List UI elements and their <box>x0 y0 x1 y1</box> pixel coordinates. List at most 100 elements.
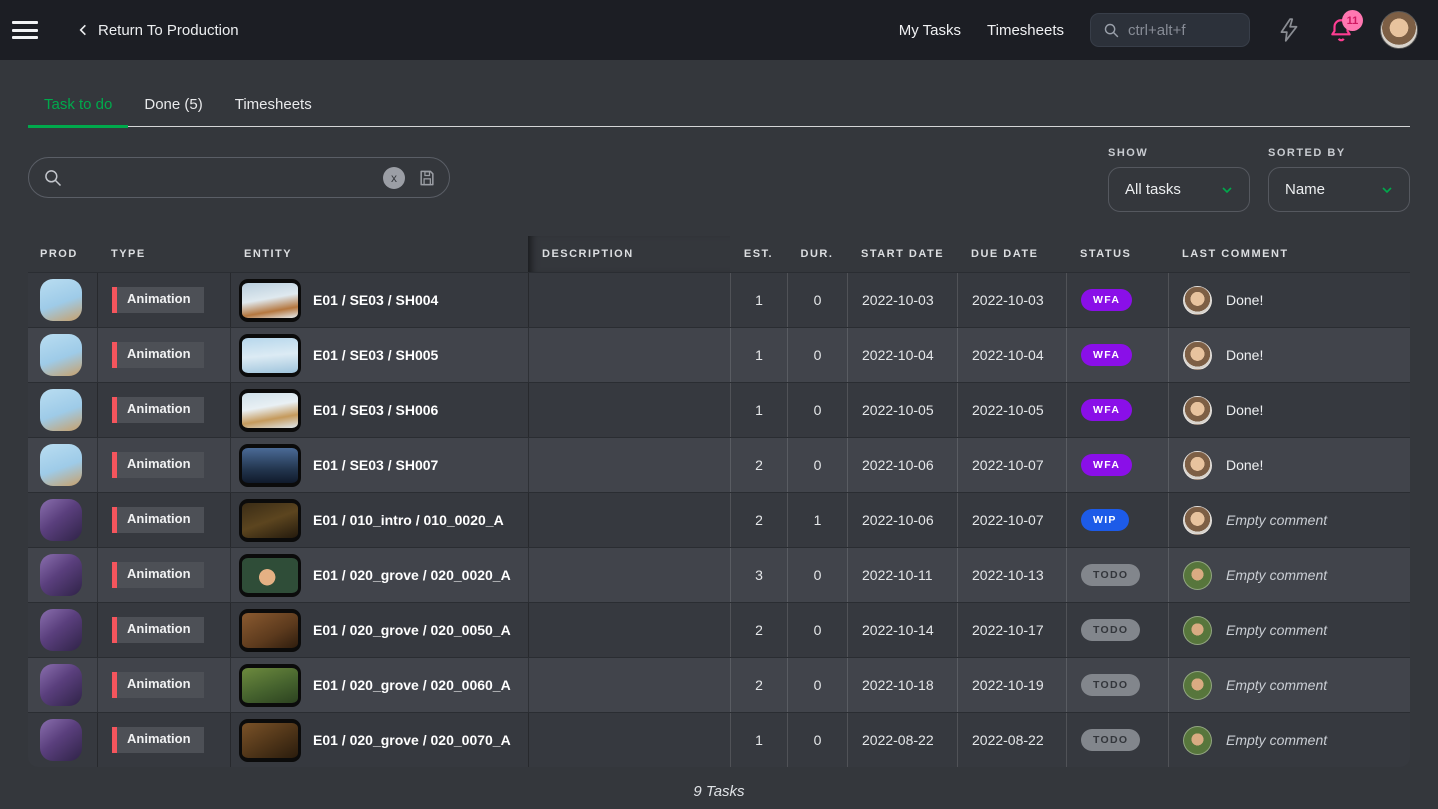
table-row[interactable]: Animation E01 / SE03 / SH007 2 0 2022-10… <box>28 437 1410 492</box>
entity-cell[interactable]: E01 / SE03 / SH007 <box>230 438 528 492</box>
estimation-cell: 1 <box>730 273 787 327</box>
status-badge: WFA <box>1081 344 1132 366</box>
hamburger-menu-icon[interactable] <box>12 21 38 39</box>
last-comment-cell[interactable]: Done! <box>1168 438 1410 492</box>
start-date-cell: 2022-10-04 <box>847 328 957 382</box>
last-comment-cell[interactable]: Done! <box>1168 328 1410 382</box>
tab-task-to-do[interactable]: Task to do <box>28 86 128 126</box>
quick-actions-button[interactable] <box>1276 17 1302 43</box>
last-comment-cell[interactable]: Empty comment <box>1168 493 1410 547</box>
entity-cell[interactable]: E01 / SE03 / SH004 <box>230 273 528 327</box>
entity-cell[interactable]: E01 / 020_grove / 020_0070_A <box>230 713 528 767</box>
description-cell <box>528 713 730 767</box>
estimation-cell: 1 <box>730 328 787 382</box>
entity-name[interactable]: E01 / SE03 / SH007 <box>313 457 438 473</box>
column-header-last-comment: LAST COMMENT <box>1168 248 1410 260</box>
status-badge: TODO <box>1081 564 1140 586</box>
column-header-due-date: DUE DATE <box>957 248 1066 260</box>
last-comment-cell[interactable]: Empty comment <box>1168 548 1410 602</box>
search-icon <box>1103 22 1120 39</box>
task-type-badge: Animation <box>112 342 204 368</box>
last-comment-cell[interactable]: Empty comment <box>1168 603 1410 657</box>
duration-cell: 0 <box>787 713 847 767</box>
entity-name[interactable]: E01 / 020_grove / 020_0050_A <box>313 622 511 638</box>
production-cell <box>28 273 97 327</box>
last-comment-cell[interactable]: Done! <box>1168 383 1410 437</box>
task-type-cell: Animation <box>97 603 230 657</box>
production-cell <box>28 383 97 437</box>
global-search-box[interactable] <box>1090 13 1250 47</box>
last-comment-cell[interactable]: Done! <box>1168 273 1410 327</box>
entity-cell[interactable]: E01 / 020_grove / 020_0050_A <box>230 603 528 657</box>
commenter-avatar <box>1183 726 1212 755</box>
sorted-by-select[interactable]: Name <box>1268 167 1410 212</box>
entity-cell[interactable]: E01 / 020_grove / 020_0020_A <box>230 548 528 602</box>
entity-cell[interactable]: E01 / SE03 / SH005 <box>230 328 528 382</box>
entity-cell[interactable]: E01 / SE03 / SH006 <box>230 383 528 437</box>
description-cell <box>528 328 730 382</box>
description-cell <box>528 548 730 602</box>
last-comment-cell[interactable]: Empty comment <box>1168 658 1410 712</box>
entity-thumbnail <box>239 334 301 377</box>
column-header-prod: PROD <box>28 248 97 260</box>
production-thumbnail <box>40 554 82 596</box>
due-date-cell: 2022-08-22 <box>957 713 1066 767</box>
chevron-left-icon <box>76 22 92 38</box>
table-row[interactable]: Animation E01 / 020_grove / 020_0050_A 2… <box>28 602 1410 657</box>
comment-text: Empty comment <box>1226 622 1327 638</box>
task-type-badge: Animation <box>112 672 204 698</box>
task-filter-box[interactable]: x <box>28 157 450 198</box>
save-filter-button[interactable] <box>415 166 439 190</box>
nav-timesheets[interactable]: Timesheets <box>987 22 1064 39</box>
task-type-label: Animation <box>117 397 204 423</box>
task-type-badge: Animation <box>112 617 204 643</box>
start-date-cell: 2022-10-11 <box>847 548 957 602</box>
table-row[interactable]: Animation E01 / SE03 / SH006 1 0 2022-10… <box>28 382 1410 437</box>
table-row[interactable]: Animation E01 / 020_grove / 020_0060_A 2… <box>28 657 1410 712</box>
sorted-by-select-value: Name <box>1285 181 1325 198</box>
start-date-cell: 2022-08-22 <box>847 713 957 767</box>
last-comment-cell[interactable]: Empty comment <box>1168 713 1410 767</box>
clear-filter-button[interactable]: x <box>383 167 405 189</box>
entity-cell[interactable]: E01 / 020_grove / 020_0060_A <box>230 658 528 712</box>
task-filter-input[interactable] <box>73 169 373 186</box>
due-date-cell: 2022-10-04 <box>957 328 1066 382</box>
entity-name[interactable]: E01 / 020_grove / 020_0070_A <box>313 732 511 748</box>
entity-thumbnail <box>239 609 301 652</box>
entity-name[interactable]: E01 / 020_grove / 020_0060_A <box>313 677 511 693</box>
commenter-avatar <box>1183 286 1212 315</box>
user-avatar[interactable] <box>1380 11 1418 49</box>
task-type-label: Animation <box>117 672 204 698</box>
global-search-input[interactable] <box>1128 22 1237 39</box>
tab-done[interactable]: Done (5) <box>128 86 218 126</box>
chevron-down-icon <box>1219 182 1235 198</box>
column-header-entity: ENTITY <box>230 248 528 260</box>
entity-name[interactable]: E01 / SE03 / SH005 <box>313 347 438 363</box>
table-row[interactable]: Animation E01 / SE03 / SH005 1 0 2022-10… <box>28 327 1410 382</box>
description-cell <box>528 493 730 547</box>
entity-name[interactable]: E01 / SE03 / SH004 <box>313 292 438 308</box>
notifications-button[interactable]: 11 <box>1328 17 1354 43</box>
table-row[interactable]: Animation E01 / 020_grove / 020_0070_A 1… <box>28 712 1410 767</box>
entity-cell[interactable]: E01 / 010_intro / 010_0020_A <box>230 493 528 547</box>
due-date-cell: 2022-10-19 <box>957 658 1066 712</box>
show-select[interactable]: All tasks <box>1108 167 1250 212</box>
comment-text: Done! <box>1226 292 1263 308</box>
task-type-cell: Animation <box>97 273 230 327</box>
table-row[interactable]: Animation E01 / 010_intro / 010_0020_A 2… <box>28 492 1410 547</box>
show-label: SHOW <box>1108 147 1250 159</box>
table-row[interactable]: Animation E01 / 020_grove / 020_0020_A 3… <box>28 547 1410 602</box>
tab-timesheets[interactable]: Timesheets <box>219 86 328 126</box>
nav-my-tasks[interactable]: My Tasks <box>899 22 961 39</box>
entity-name[interactable]: E01 / 010_intro / 010_0020_A <box>313 512 504 528</box>
status-cell: WFA <box>1066 383 1168 437</box>
estimation-cell: 3 <box>730 548 787 602</box>
task-type-cell: Animation <box>97 493 230 547</box>
entity-name[interactable]: E01 / SE03 / SH006 <box>313 402 438 418</box>
back-to-production-link[interactable]: Return To Production <box>76 22 239 39</box>
entity-name[interactable]: E01 / 020_grove / 020_0020_A <box>313 567 511 583</box>
comment-text: Done! <box>1226 402 1263 418</box>
table-row[interactable]: Animation E01 / SE03 / SH004 1 0 2022-10… <box>28 272 1410 327</box>
status-cell: TODO <box>1066 713 1168 767</box>
estimation-cell: 2 <box>730 658 787 712</box>
